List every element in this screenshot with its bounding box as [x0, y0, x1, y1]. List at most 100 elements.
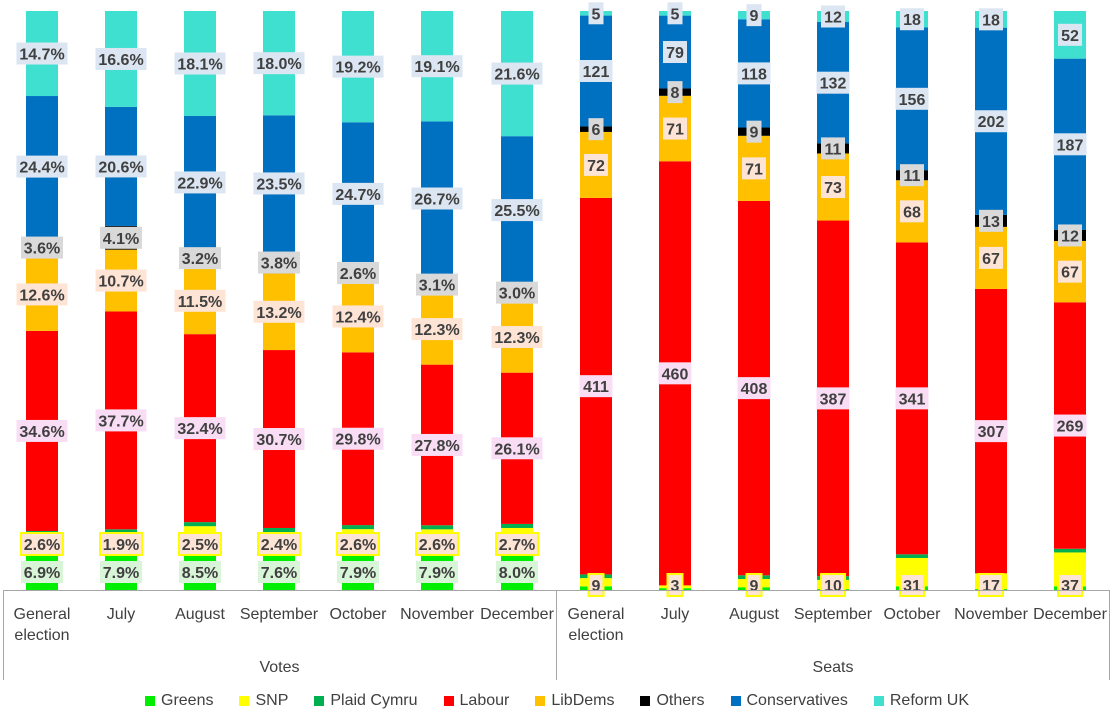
data-label-votes-july-labour: 37.7%: [98, 413, 143, 430]
category-label-votes-july: July: [107, 606, 135, 623]
group-label-seats: Seats: [813, 659, 854, 676]
data-label-seats-general-election-labour: 411: [583, 379, 609, 396]
data-label-votes-november-greens: 7.9%: [419, 565, 455, 582]
legend-label-reform-uk: Reform UK: [889, 692, 969, 709]
legend-swatch-labour: [443, 696, 454, 706]
label-box-seats-general-election-conservatives: [579, 60, 613, 83]
data-label-seats-december-libdems: 67: [1061, 265, 1079, 282]
label-box-votes-august-others: [179, 247, 221, 270]
category-label-seats-september: September: [794, 606, 873, 623]
legend-label-plaid-cymru: Plaid Cymru: [330, 692, 418, 709]
label-box-seats-august-labour: [737, 377, 771, 400]
data-label-votes-august-others: 3.2%: [182, 251, 218, 268]
data-label-votes-august-snp: 2.5%: [182, 537, 218, 554]
legend-item-greens: Greens: [145, 692, 213, 710]
data-label-seats-july-conservatives: 79: [666, 45, 684, 62]
data-label-votes-july-snp: 1.9%: [103, 537, 139, 554]
label-box-seats-general-election-others: [588, 118, 604, 141]
data-label-votes-october-conservatives: 24.7%: [335, 187, 380, 204]
label-box-votes-december-greens: [496, 561, 538, 583]
data-label-seats-august-snp: 9: [750, 578, 759, 595]
category-label-votes-september: September: [240, 606, 319, 623]
label-box-seats-general-election-labour: [579, 375, 613, 398]
label-box-votes-august-conservatives: [174, 171, 226, 194]
data-label-seats-august-libdems: 71: [745, 161, 763, 178]
data-label-votes-general-election-libdems: 12.6%: [19, 287, 64, 304]
category-label-votes-november: November: [400, 606, 474, 623]
data-label-seats-general-election-others: 6: [592, 122, 601, 139]
data-label-seats-october-others: 11: [904, 168, 921, 185]
label-box-seats-july-conservatives: [663, 41, 687, 64]
data-label-seats-september-snp: 10: [824, 578, 842, 595]
data-label-votes-december-libdems: 12.3%: [494, 330, 539, 347]
legend-label-snp: SNP: [255, 692, 289, 709]
data-label-seats-july-snp: 3: [671, 578, 680, 595]
label-box-votes-september-conservatives: [253, 172, 305, 195]
label-box-votes-september-reform-uk: [253, 52, 305, 75]
label-box-seats-august-conservatives: [737, 62, 771, 85]
legend-swatch-libdems: [535, 696, 546, 706]
label-box-seats-general-election-libdems: [584, 153, 608, 176]
label-box-votes-november-snp: [415, 532, 459, 556]
data-label-seats-november-others: 13: [982, 214, 1000, 231]
data-label-seats-december-labour: 269: [1057, 419, 1084, 436]
data-label-votes-october-others: 2.6%: [340, 266, 376, 283]
legend-swatch-plaid-cymru: [314, 696, 325, 706]
data-label-seats-july-reform-uk: 5: [671, 6, 680, 23]
category-label-seats-july: July: [661, 606, 689, 623]
data-label-seats-september-others: 11: [825, 141, 842, 158]
label-box-votes-december-libdems: [491, 326, 543, 349]
label-box-votes-july-labour: [95, 409, 147, 432]
data-label-seats-general-election-conservatives: 121: [583, 64, 610, 81]
data-label-votes-september-others: 3.8%: [261, 256, 297, 273]
category-label-seats-october: October: [884, 606, 942, 623]
label-box-votes-july-greens: [100, 561, 142, 583]
data-label-seats-october-conservatives: 156: [899, 92, 926, 109]
data-label-votes-august-reform-uk: 18.1%: [177, 57, 222, 74]
data-label-seats-general-election-libdems: 72: [587, 158, 605, 175]
label-box-votes-august-reform-uk: [174, 52, 226, 75]
label-box-seats-september-libdems: [821, 175, 845, 198]
label-box-votes-december-others: [496, 281, 538, 304]
label-box-votes-general-election-conservatives: [16, 155, 68, 178]
bar-votes-october-plaid-cymru: [342, 525, 374, 530]
data-label-seats-november-conservatives: 202: [978, 114, 1005, 131]
data-label-votes-december-labour: 26.1%: [494, 441, 539, 458]
label-box-votes-november-greens: [416, 561, 458, 583]
segment-labels-votes: 6.9% 2.6% 34.6% 12.6% 3.6% 24.4% 14.7% 7.9% 1.9%…: [16, 42, 543, 583]
bar-votes-december-plaid-cymru: [501, 523, 533, 528]
data-label-votes-december-snp: 2.7%: [499, 537, 535, 554]
label-box-votes-october-labour: [332, 427, 384, 450]
label-box-votes-october-others: [337, 261, 379, 284]
data-label-votes-august-libdems: 11.5%: [178, 294, 222, 311]
data-label-seats-september-libdems: 73: [824, 180, 842, 197]
label-box-seats-december-libdems: [1058, 260, 1082, 283]
legend-item-others: Others: [640, 692, 705, 710]
data-label-votes-october-labour: 29.8%: [335, 432, 380, 449]
label-box-seats-july-others: [667, 81, 683, 104]
data-label-seats-october-reform-uk: 18: [903, 12, 921, 29]
category-label-votes-august: August: [175, 606, 225, 623]
label-box-seats-august-others: [746, 120, 762, 143]
label-box-votes-december-snp: [495, 532, 539, 556]
data-label-votes-july-libdems: 10.7%: [98, 274, 143, 291]
group-seats: General election July August September Octobe…: [568, 2, 1108, 676]
label-box-votes-october-conservatives: [332, 182, 384, 205]
data-label-votes-october-reform-uk: 19.2%: [335, 60, 380, 77]
label-box-votes-august-labour: [174, 417, 226, 440]
data-label-votes-december-others: 3.0%: [499, 286, 535, 303]
data-label-seats-december-others: 12: [1061, 228, 1079, 245]
label-box-seats-july-labour: [658, 362, 692, 385]
label-box-seats-july-libdems: [663, 117, 687, 140]
data-label-seats-august-labour: 408: [741, 381, 768, 398]
label-box-seats-december-others: [1058, 224, 1082, 247]
legend-swatch-reform-uk: [873, 696, 884, 706]
data-label-votes-november-conservatives: 26.7%: [414, 192, 459, 209]
group-label-votes: Votes: [259, 659, 299, 676]
legend-item-libdems: LibDems: [535, 692, 614, 710]
label-box-votes-july-libdems: [95, 269, 147, 292]
legend-label-libdems: LibDems: [551, 692, 615, 709]
data-label-seats-july-libdems: 71: [666, 122, 684, 139]
data-label-votes-november-libdems: 12.3%: [414, 322, 459, 339]
data-label-votes-july-greens: 7.9%: [103, 565, 139, 582]
